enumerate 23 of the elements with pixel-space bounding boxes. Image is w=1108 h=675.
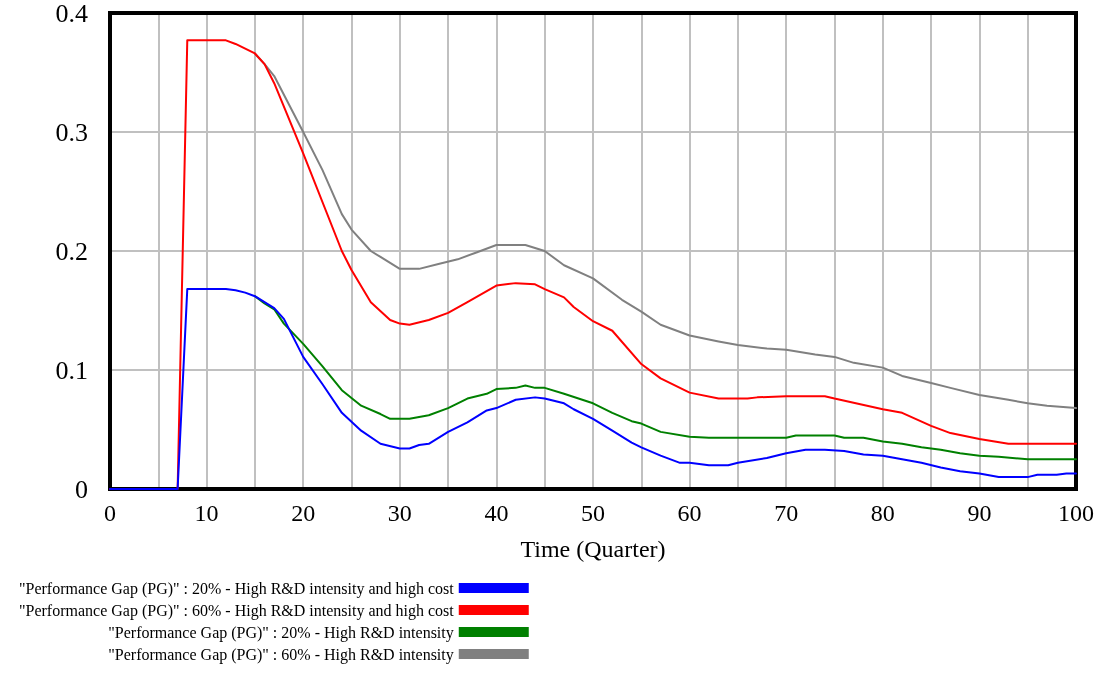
x-tick-label: 60: [677, 500, 702, 526]
legend-label: "Performance Gap (PG)" : 60% - High R&D intensity: [108, 645, 454, 664]
x-tick-label: 40: [484, 500, 509, 526]
legend-label: "Performance Gap (PG)" : 20% - High R&D intensity and high cost: [19, 579, 455, 598]
x-tick-label: 0: [104, 500, 116, 526]
legend-label: "Performance Gap (PG)" : 20% - High R&D intensity: [108, 623, 454, 642]
x-tick-label: 30: [387, 500, 412, 526]
legend-label: "Performance Gap (PG)" : 60% - High R&D intensity and high cost: [19, 601, 455, 620]
line-series: [253, 295, 1077, 461]
y-tick-label: 0.4: [55, 0, 88, 28]
y-tick-label: 0: [75, 474, 88, 504]
y-tick-label: 0.1: [55, 355, 88, 385]
x-axis-title: Time (Quarter): [520, 536, 666, 562]
x-tick-label: 70: [774, 500, 799, 526]
y-tick-label: 0.3: [55, 117, 88, 147]
x-tick-label: 100: [1058, 500, 1094, 526]
x-tick-label: 20: [291, 500, 316, 526]
x-tick-label: 50: [581, 500, 605, 526]
x-tick-label: 10: [194, 500, 219, 526]
y-tick-label: 0.2: [55, 236, 88, 266]
x-tick-label: 80: [870, 500, 895, 526]
x-tick-label: 90: [967, 500, 992, 526]
line-series: [109, 288, 1077, 490]
